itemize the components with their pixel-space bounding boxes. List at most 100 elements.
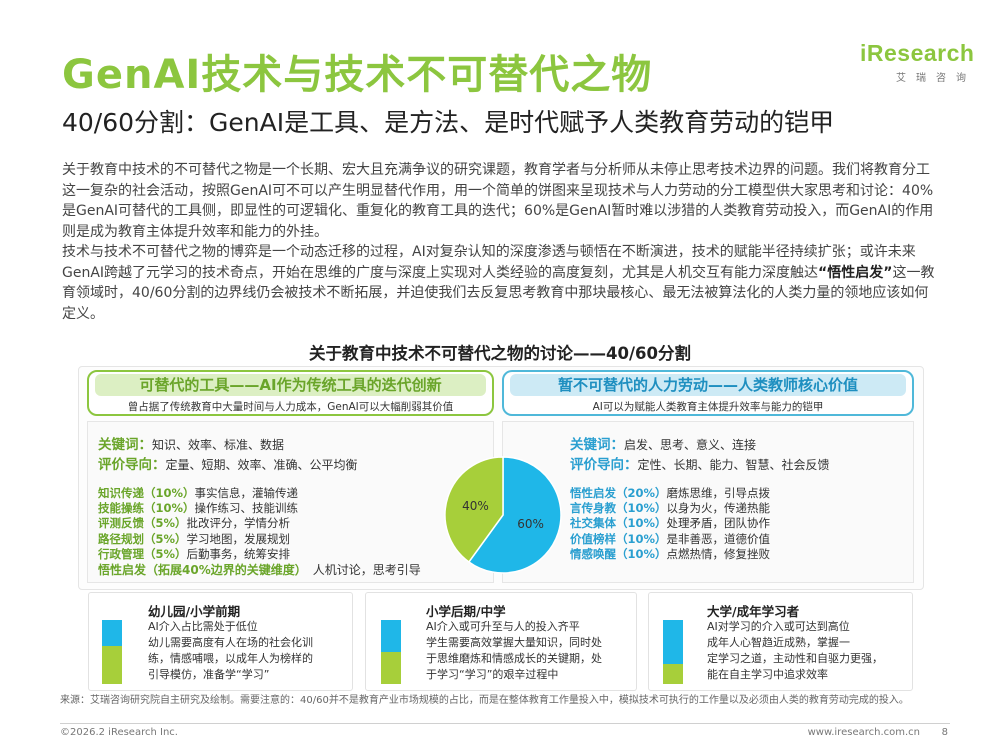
logo-main-text: iResearch — [860, 40, 975, 66]
list-item: 评测反馈（5%）批改评分，学情分析 — [98, 516, 421, 531]
stage-bar-3 — [663, 620, 683, 684]
list-item: 悟性启发（20%）磨炼思维，引导点拨 — [570, 486, 770, 501]
stage-title-3: 大学/成年学习者 — [707, 604, 800, 619]
item-value: 是非善恶，道德价值 — [666, 531, 771, 546]
stage-bar-ai-share — [381, 620, 401, 652]
stage-line: 于思维磨炼和情感成长的关键期，处 — [426, 652, 602, 665]
logo-sub-text: 艾瑞咨询 — [896, 73, 976, 84]
stage-line: AI对学习的介入或可达到高位 — [707, 620, 850, 633]
body-paragraph-2-bold: “悟性启发” — [818, 264, 893, 281]
left-panel — [87, 421, 494, 583]
left-eval-text: 定量、短期、效率、准确、公平均衡 — [165, 458, 358, 472]
stage-text-2: AI介入或可升至与人的投入齐平 学生需要高效掌握大量知识，同时处 于思维磨炼和情… — [426, 619, 602, 683]
right-header: 暂不可替代的人力劳动——人类教师核心价值 AI可以为赋能人类教育主体提升效率与能… — [502, 370, 914, 416]
right-keywords-text: 启发、思考、意义、连接 — [624, 438, 757, 452]
stage-line: 引导模仿，准备学“学习” — [148, 668, 270, 681]
pie-slice-40-label: 40% — [462, 499, 489, 513]
stage-line: 练，情感哺喂，以成年人为榜样的 — [148, 652, 313, 665]
page-title: GenAI技术与技术不可替代之物 — [62, 52, 653, 98]
stage-line: 能在自主学习中追求效率 — [707, 668, 828, 681]
item-value: 处理矛盾，团队协作 — [666, 516, 771, 531]
list-item: 情感唤醒（10%）点燃热情，修复挫败 — [570, 547, 770, 562]
stage-line: 于学习“学习”的艰辛过程中 — [426, 668, 559, 681]
pie-slice-60 — [467, 456, 562, 574]
left-header-title: 可替代的工具——AI作为传统工具的迭代创新 — [95, 374, 486, 396]
list-item: 行政管理（5%）后勤事务，统筹安排 — [98, 547, 421, 562]
left-keywords-label: 关键词： — [98, 437, 152, 453]
footer-divider — [60, 723, 950, 724]
item-key: 情感唤醒（10%） — [570, 546, 667, 561]
stage-line: 学生需要高效掌握大量知识，同时处 — [426, 636, 602, 649]
item-key: 社交集体（10%） — [570, 516, 667, 531]
stage-bar-2 — [381, 620, 401, 684]
stage-line: 定学习之道，主动性和自驱力更强， — [707, 652, 883, 665]
page-number: 8 — [941, 727, 948, 738]
page-subtitle: 40/60分割：GenAI是工具、是方法、是时代赋予人类教育劳动的铠甲 — [62, 108, 835, 137]
item-key: 价值榜样（10%） — [570, 531, 667, 546]
stage-card-3 — [648, 592, 913, 691]
stage-text-3: AI对学习的介入或可达到高位 成年人心智趋近成熟，掌握一 定学习之道，主动性和自… — [707, 619, 883, 683]
right-eval: 评价导向：定性、长期、能力、智慧、社会反馈 — [570, 453, 830, 473]
pie-slice-60-label: 60% — [517, 517, 544, 531]
pie-slice-40 — [444, 456, 504, 563]
left-header-desc: 曾占据了传统教育中大量时间与人力成本，GenAI可以大幅削弱其价值 — [127, 401, 454, 413]
right-eval-text: 定性、长期、能力、智慧、社会反馈 — [637, 458, 830, 472]
item-key: 悟性启发（拓展40%边界的关键维度） — [98, 563, 307, 578]
stage-line: 幼儿需要高度有人在场的社会化训 — [148, 636, 313, 649]
list-item: 悟性启发（拓展40%边界的关键维度） 人机讨论，思考引导 — [98, 563, 421, 578]
body-paragraph-2-a: 技术与技术不可替代之物的博弈是一个动态迁移的过程，AI对复杂认知的深度渗透与顿悟… — [62, 244, 916, 281]
stage-title-2: 小学后期/中学 — [426, 604, 506, 619]
body-paragraph-1: 关于教育中技术的不可替代之物是一个长期、宏大且充满争议的研究课题，教育学者与分析… — [62, 162, 934, 240]
stage-bar-human-share — [663, 663, 683, 684]
left-header: 可替代的工具——AI作为传统工具的迭代创新 曾占据了传统教育中大量时间与人力成本… — [87, 370, 494, 416]
left-eval-label: 评价导向： — [98, 457, 166, 473]
stage-bar-human-share — [381, 652, 401, 684]
footer-copyright: ©2026.2 iResearch Inc. — [60, 727, 178, 738]
source-note: 来源：艾瑞咨询研究院自主研究及绘制。需要注意的：40/60并不是教育产业市场规模… — [60, 695, 909, 706]
stage-text-1: AI介入占比需处于低位 幼儿需要高度有人在场的社会化训 练，情感哺喂，以成年人为… — [148, 619, 313, 683]
list-item: 路径规划（5%）学习地图，发展规划 — [98, 532, 421, 547]
stage-bar-ai-share — [102, 620, 122, 646]
stage-bar-1 — [102, 620, 122, 684]
right-panel — [502, 421, 914, 583]
item-value: 点燃热情，修复挫败 — [666, 546, 771, 561]
stage-card-2 — [365, 592, 637, 691]
stage-card-1 — [88, 592, 353, 691]
stage-line: AI介入占比需处于低位 — [148, 620, 258, 633]
stage-bar-human-share — [102, 645, 122, 684]
right-keywords: 关键词：启发、思考、意义、连接 — [570, 433, 756, 453]
body-paragraph-2-b: 这一教育领域时，40/60分割的边界线仍会被技术不断拓展，并迫使我们去反复思考教… — [62, 264, 935, 322]
item-value: 磨炼思维，引导点拨 — [666, 486, 771, 500]
item-value: 学习地图，发展规划 — [186, 531, 291, 546]
stage-line: 成年人心智趋近成熟，掌握一 — [707, 636, 850, 649]
right-header-desc: AI可以为赋能人类教育主体提升效率与能力的铠甲 — [592, 401, 824, 413]
right-keywords-label: 关键词： — [570, 437, 624, 453]
left-eval: 评价导向：定量、短期、效率、准确、公平均衡 — [98, 453, 358, 473]
item-value: 后勤事务，统筹安排 — [186, 546, 291, 561]
item-value: 人机讨论，思考引导 — [312, 563, 421, 578]
stage-title-1: 幼儿园/小学前期 — [148, 604, 241, 619]
footer-url[interactable]: www.iresearch.com.cn — [807, 727, 920, 738]
left-items: 知识传递（10%）事实信息，灌输传递 技能操练（10%）操作练习、技能训练 评测… — [98, 486, 421, 578]
iresearch-logo: iResearch 艾瑞咨询 — [860, 40, 975, 84]
pie-chart: 60% 40% — [444, 456, 562, 574]
left-keywords: 关键词：知识、效率、标准、数据 — [98, 433, 284, 453]
item-value: 事实信息，灌输传递 — [194, 486, 299, 500]
item-value: 以身为火，传递热能 — [666, 501, 771, 516]
list-item: 知识传递（10%）事实信息，灌输传递 — [98, 486, 421, 501]
left-keywords-text: 知识、效率、标准、数据 — [152, 438, 285, 452]
body-paragraph-2: 技术与技术不可替代之物的博弈是一个动态迁移的过程，AI对复杂认知的深度渗透与顿悟… — [62, 242, 942, 324]
list-item: 价值榜样（10%）是非善恶，道德价值 — [570, 532, 770, 547]
item-key: 言传身教（10%） — [570, 501, 667, 516]
list-item: 技能操练（10%）操作练习、技能训练 — [98, 501, 421, 516]
right-eval-label: 评价导向： — [570, 457, 638, 473]
item-key: 行政管理（5%） — [98, 546, 187, 561]
right-header-title: 暂不可替代的人力劳动——人类教师核心价值 — [510, 374, 906, 396]
right-items: 悟性启发（20%）磨炼思维，引导点拨 言传身教（10%）以身为火，传递热能 社交… — [570, 486, 770, 562]
item-key: 技能操练（10%） — [98, 501, 195, 516]
stage-line: AI介入或可升至与人的投入齐平 — [426, 620, 580, 633]
item-key: 路径规划（5%） — [98, 531, 187, 546]
section-title: 关于教育中技术不可替代之物的讨论——40/60分割 — [309, 344, 691, 363]
item-value: 操作练习、技能训练 — [194, 501, 299, 516]
stage-bar-ai-share — [663, 620, 683, 664]
